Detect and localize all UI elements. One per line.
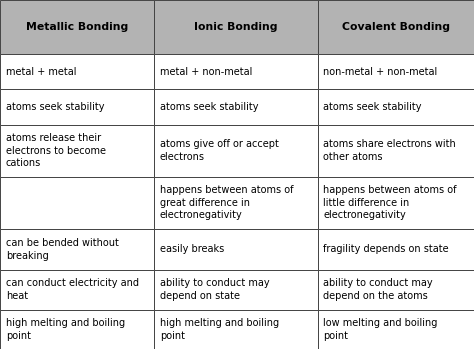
Bar <box>0 54 154 89</box>
Bar <box>318 229 474 270</box>
Text: easily breaks: easily breaks <box>160 244 224 254</box>
Bar <box>0 177 154 229</box>
Bar <box>154 270 318 310</box>
Text: atoms seek stability: atoms seek stability <box>6 102 104 112</box>
Text: Ionic Bonding: Ionic Bonding <box>194 22 278 32</box>
Text: metal + metal: metal + metal <box>6 67 76 77</box>
Bar <box>318 54 474 89</box>
Bar <box>318 0 474 54</box>
Text: atoms give off or accept
electrons: atoms give off or accept electrons <box>160 139 279 162</box>
Bar <box>154 177 318 229</box>
Text: ability to conduct may
depend on state: ability to conduct may depend on state <box>160 279 269 301</box>
Bar <box>318 125 474 177</box>
Text: Metallic Bonding: Metallic Bonding <box>26 22 128 32</box>
Bar <box>0 125 154 177</box>
Bar <box>154 125 318 177</box>
Text: metal + non-metal: metal + non-metal <box>160 67 252 77</box>
Text: Covalent Bonding: Covalent Bonding <box>342 22 450 32</box>
Bar <box>0 0 154 54</box>
Bar <box>154 229 318 270</box>
Bar <box>154 89 318 125</box>
Text: high melting and boiling
point: high melting and boiling point <box>6 318 125 341</box>
Bar <box>318 270 474 310</box>
Bar <box>0 89 154 125</box>
Bar <box>0 229 154 270</box>
Text: low melting and boiling
point: low melting and boiling point <box>323 318 438 341</box>
Bar <box>318 310 474 349</box>
Text: atoms release their
electrons to become
cations: atoms release their electrons to become … <box>6 133 106 169</box>
Bar <box>0 270 154 310</box>
Text: can conduct electricity and
heat: can conduct electricity and heat <box>6 279 139 301</box>
Bar <box>318 177 474 229</box>
Text: atoms seek stability: atoms seek stability <box>323 102 422 112</box>
Text: happens between atoms of
great difference in
electronegativity: happens between atoms of great differenc… <box>160 185 293 220</box>
Text: high melting and boiling
point: high melting and boiling point <box>160 318 279 341</box>
Bar <box>154 0 318 54</box>
Text: atoms share electrons with
other atoms: atoms share electrons with other atoms <box>323 139 456 162</box>
Bar <box>0 310 154 349</box>
Text: atoms seek stability: atoms seek stability <box>160 102 258 112</box>
Bar <box>154 54 318 89</box>
Text: can be bended without
breaking: can be bended without breaking <box>6 238 118 261</box>
Bar <box>154 310 318 349</box>
Text: fragility depends on state: fragility depends on state <box>323 244 449 254</box>
Bar <box>318 89 474 125</box>
Text: non-metal + non-metal: non-metal + non-metal <box>323 67 438 77</box>
Text: ability to conduct may
depend on the atoms: ability to conduct may depend on the ato… <box>323 279 433 301</box>
Text: happens between atoms of
little difference in
electronegativity: happens between atoms of little differen… <box>323 185 457 220</box>
